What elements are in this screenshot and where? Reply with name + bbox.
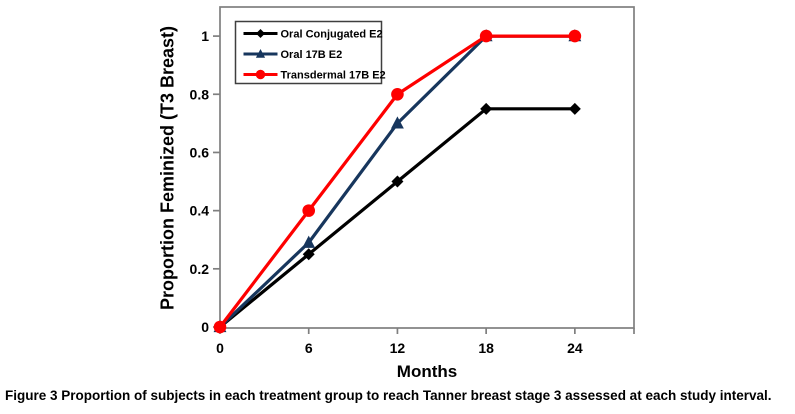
y-tick-label: 0.4 bbox=[190, 203, 210, 219]
figure-caption-label: Figure 3 bbox=[5, 388, 58, 403]
data-point-marker-circle bbox=[213, 320, 227, 334]
y-tick-label: 1 bbox=[201, 28, 209, 44]
legend-entry-label: Transdermal 17B E2 bbox=[281, 70, 386, 82]
legend-swatch-marker-diamond bbox=[256, 29, 265, 38]
data-point-marker-circle bbox=[479, 29, 493, 43]
figure-caption-text: Proportion of subjects in each treatment… bbox=[61, 388, 772, 403]
legend-entry-label: Oral Conjugated E2 bbox=[281, 29, 383, 41]
x-tick-label: 12 bbox=[390, 340, 406, 356]
y-tick-label: 0.6 bbox=[190, 144, 210, 160]
legend-entry-label: Oral 17B E2 bbox=[281, 49, 343, 61]
x-axis-title: Months bbox=[396, 362, 458, 381]
figure-caption: Figure 3 Proportion of subjects in each … bbox=[5, 388, 790, 403]
legend-swatch-marker-triangle bbox=[255, 49, 266, 58]
data-point-marker-circle bbox=[391, 87, 404, 101]
data-point-marker-diamond bbox=[302, 248, 315, 261]
y-tick-label: 0 bbox=[201, 319, 209, 335]
y-axis-title: Proportion Feminized (T3 Breast) bbox=[157, 25, 178, 311]
x-tick-label: 24 bbox=[567, 340, 583, 356]
x-tick-label: 0 bbox=[216, 340, 224, 356]
line-chart-canvas: 0 0.2 0.4 0.6 0.8 1 0 6 12 18 24 Oral Conjugated E2… bbox=[190, 6, 635, 356]
x-tick-label: 18 bbox=[478, 340, 494, 356]
data-point-marker-triangle bbox=[302, 235, 316, 248]
data-point-marker-circle bbox=[302, 204, 316, 217]
y-tick-label: 0.2 bbox=[190, 261, 210, 277]
x-tick-label: 6 bbox=[305, 340, 313, 356]
data-point-marker-triangle bbox=[390, 116, 404, 129]
legend-swatch-marker-circle bbox=[255, 69, 266, 80]
data-point-marker-diamond bbox=[568, 102, 581, 115]
data-point-marker-diamond bbox=[391, 175, 404, 188]
y-tick-label: 0.8 bbox=[190, 86, 210, 102]
data-point-marker-circle bbox=[568, 29, 582, 43]
data-point-marker-diamond bbox=[480, 102, 493, 115]
